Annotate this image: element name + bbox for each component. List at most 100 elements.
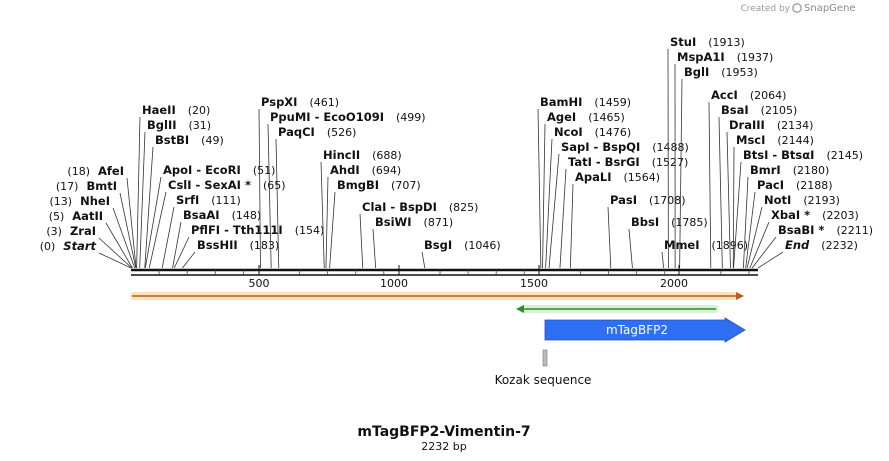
- site-name: BglI: [684, 65, 709, 79]
- site-bsgi[interactable]: BsgI (1046): [421, 238, 501, 269]
- site-name: BamHI: [540, 95, 582, 109]
- site-csli-sexai[interactable]: CslI - SexAI * (65): [148, 178, 286, 269]
- site-position: (2193): [803, 194, 840, 207]
- site-bsshii[interactable]: BssHII (183): [182, 238, 280, 269]
- mtagbfp2-feature[interactable]: mTagBFP2: [544, 317, 746, 343]
- site-mspa1i[interactable]: MspA1I (1937): [674, 50, 773, 269]
- site-bsaai[interactable]: BsaAI (148): [172, 208, 262, 269]
- site-name: AhdI: [330, 163, 360, 177]
- backbone-feature-arrow[interactable]: [131, 292, 744, 300]
- site-paqci[interactable]: PaqCI (526): [275, 125, 356, 269]
- site-end[interactable]: End (2232): [757, 238, 858, 269]
- site-position: (2105): [761, 104, 798, 117]
- site-name: BsiWI: [375, 215, 412, 229]
- site-xbai[interactable]: XbaI * (2203): [749, 208, 859, 269]
- site-noti[interactable]: NotI (2193): [746, 193, 840, 269]
- site-bsai[interactable]: BsaI (2105): [718, 103, 798, 269]
- site-leader-line: [144, 146, 154, 269]
- site-leader-line: [98, 237, 133, 269]
- site-position: (2134): [777, 119, 814, 132]
- site-name: MspA1I: [677, 50, 725, 64]
- site-pspxi[interactable]: PspXI (461): [258, 95, 339, 269]
- site-start[interactable]: Start (0): [40, 239, 132, 269]
- site-leader-line: [275, 138, 280, 269]
- site-leader-line: [359, 213, 364, 269]
- site-msci[interactable]: MscI (2144): [732, 133, 814, 269]
- site-haeii[interactable]: HaeII (20): [136, 103, 211, 269]
- site-bmgbi[interactable]: BmgBI (707): [329, 178, 421, 269]
- site-apali[interactable]: ApaLI (1564): [569, 170, 661, 269]
- site-bstbi[interactable]: BstBI (49): [144, 133, 224, 269]
- site-mmei[interactable]: MmeI (1896): [661, 238, 748, 269]
- site-name: XbaI *: [771, 208, 810, 222]
- site-srfi[interactable]: SrfI (111): [161, 193, 241, 269]
- site-name: AgeI: [547, 110, 576, 124]
- site-leader-line: [559, 168, 567, 269]
- site-position: (1488): [652, 141, 689, 154]
- site-leader-line: [718, 116, 723, 269]
- primer-feature-arrow[interactable]: [516, 305, 718, 313]
- kozak-feature[interactable]: Kozak sequence: [495, 349, 592, 387]
- site-zrai[interactable]: ZraI (3): [46, 224, 133, 269]
- site-position: (183): [250, 239, 280, 252]
- site-ncoi[interactable]: NcoI (1476): [545, 125, 632, 269]
- site-position: (13): [50, 195, 73, 208]
- features[interactable]: mTagBFP2 Kozak sequence: [131, 292, 746, 387]
- site-bgli[interactable]: BglI (1953): [679, 65, 758, 269]
- site-leader-line: [105, 222, 133, 269]
- site-pasi[interactable]: PasI (1708): [607, 193, 686, 269]
- site-leader-line: [742, 176, 749, 269]
- site-name: SapI - BspQI: [561, 140, 640, 154]
- site-tati-bsrgi[interactable]: TatI - BsrGI (1527): [559, 155, 688, 269]
- sequence-ruler: 500 1000 1500 2000: [131, 265, 758, 290]
- site-leader-line: [172, 221, 182, 269]
- site-sapi-bspqi[interactable]: SapI - BspQI (1488): [548, 140, 689, 269]
- site-leader-line: [329, 191, 336, 269]
- site-leader-line: [119, 192, 137, 269]
- site-position: (1564): [624, 171, 661, 184]
- site-apoi-ecori[interactable]: ApoI - EcoRI (51): [144, 163, 276, 269]
- site-btsi-bts-i[interactable]: BtsI - BtsαI (2145): [733, 148, 863, 269]
- site-position: (1465): [588, 111, 625, 124]
- site-afei[interactable]: AfeI (18): [67, 164, 137, 269]
- site-acci[interactable]: AccI (2064): [708, 88, 786, 269]
- site-bmri[interactable]: BmrI (2180): [742, 163, 829, 269]
- site-bmti[interactable]: BmtI (17): [56, 179, 137, 269]
- site-bsiwi[interactable]: BsiWI (871): [372, 215, 453, 269]
- site-position: (31): [189, 119, 212, 132]
- site-bsabi[interactable]: BsaBI * (2211): [751, 223, 873, 269]
- site-leader-line: [173, 236, 190, 269]
- site-position: (2144): [777, 134, 814, 147]
- site-leader-line: [126, 177, 137, 269]
- site-leader-line: [749, 221, 770, 269]
- site-leader-line: [726, 131, 731, 269]
- site-bamhi[interactable]: BamHI (1459): [537, 95, 631, 269]
- site-leader-line: [733, 161, 742, 269]
- site-name: NotI: [764, 193, 791, 207]
- site-name: MscI: [736, 133, 765, 147]
- site-bglii[interactable]: BglII (31): [139, 118, 212, 269]
- site-draiii[interactable]: DraIII (2134): [726, 118, 814, 269]
- site-hincii[interactable]: HincII (688): [320, 148, 402, 269]
- site-name: PaqCI: [278, 125, 315, 139]
- site-stui[interactable]: StuI (1913): [667, 35, 745, 269]
- site-position: (51): [253, 164, 276, 177]
- site-name: PacI: [757, 178, 784, 192]
- restriction-sites: Start(0)ZraI(3)AatII(5)NheI(13)BmtI(17)A…: [40, 35, 873, 269]
- site-name: PasI: [610, 193, 637, 207]
- site-leader-line: [139, 131, 146, 269]
- site-leader-line: [320, 161, 325, 269]
- site-aatii[interactable]: AatII (5): [49, 209, 133, 269]
- site-leader-line: [112, 207, 136, 269]
- map-length: 2232 bp: [421, 440, 466, 453]
- site-ppumi-ecoo109i[interactable]: PpuMI - EcoO109I (499): [267, 110, 426, 269]
- site-agei[interactable]: AgeI (1465): [542, 110, 625, 269]
- site-leader-line: [542, 123, 546, 269]
- site-clai-bspdi[interactable]: ClaI - BspDI (825): [359, 200, 478, 269]
- site-paci[interactable]: PacI (2188): [745, 178, 833, 269]
- site-nhei[interactable]: NheI (13): [50, 194, 136, 269]
- site-name: TatI - BsrGI: [568, 155, 640, 169]
- site-ahdi[interactable]: AhdI (694): [325, 163, 401, 269]
- site-name: BtsI - BtsαI: [743, 148, 814, 162]
